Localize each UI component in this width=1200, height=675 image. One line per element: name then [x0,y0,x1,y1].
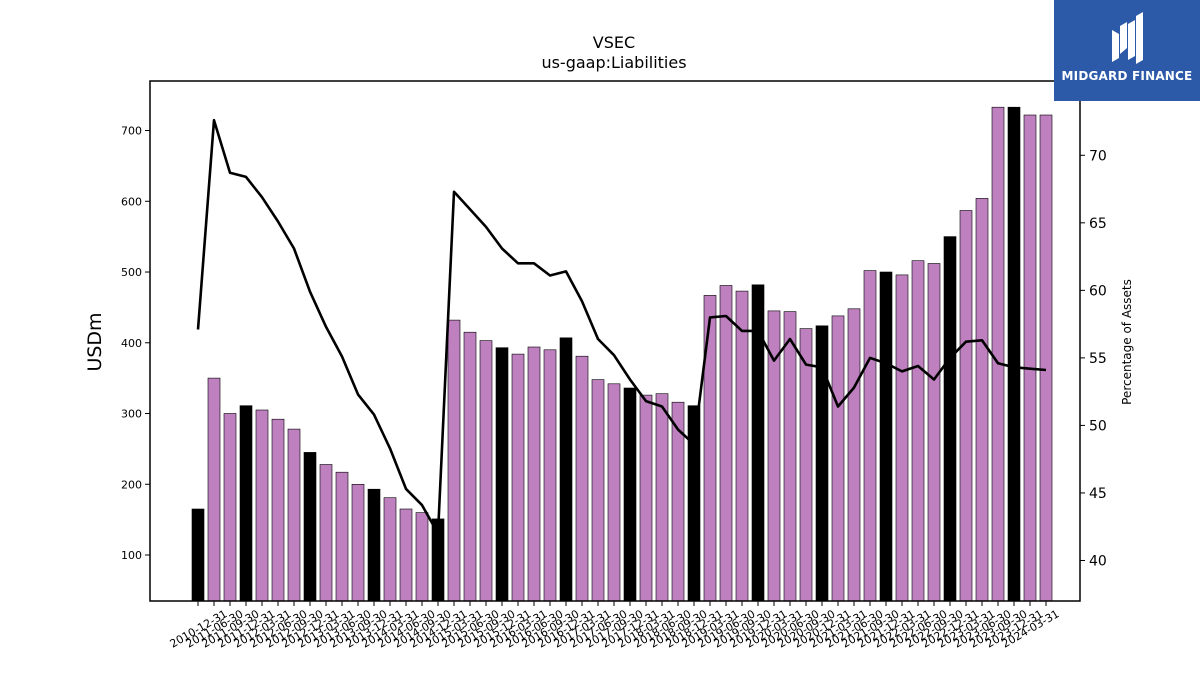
bar [783,311,797,602]
y2-axis-label: Percentage of Assets [1120,279,1134,405]
bar [735,290,749,602]
line-layer [196,118,1047,535]
bar [863,270,877,602]
bar [879,271,893,602]
bar [607,383,621,602]
bar [303,452,317,602]
bar [351,483,365,602]
bar [959,210,973,602]
y-tick-label: 200 [121,478,142,491]
bar [511,353,525,602]
bar [831,315,845,602]
y2-tick-label: 50 [1089,418,1107,434]
chart-subtitle: us-gaap:Liabilities [541,53,686,72]
bar [191,508,205,602]
brand-name: MIDGARD FINANCE [1061,69,1193,83]
bar [287,428,301,602]
chart-title: VSEC [593,33,635,52]
bar [527,346,541,602]
y2-tick-label: 60 [1089,283,1107,299]
y-tick-label: 100 [121,549,142,562]
y2-tick-label: 45 [1089,486,1107,502]
y2-tick-label: 70 [1089,148,1107,164]
bar [463,331,477,602]
bar [239,405,253,602]
bar [399,508,413,602]
bar [1039,114,1053,602]
bar [207,377,221,602]
bar [479,340,493,602]
y2-tick-label: 65 [1089,216,1107,232]
bar [271,418,285,602]
y2-tick-label: 40 [1089,553,1107,569]
bar [543,349,557,602]
y-tick-label: 300 [121,408,142,421]
bar [495,347,509,602]
bar [447,319,461,602]
plot-frame [149,80,1081,602]
bar [383,497,397,602]
bar [623,387,637,602]
bar [591,379,605,602]
bar [319,464,333,602]
y-tick-label: 400 [121,337,142,350]
bar [847,308,861,602]
bar [927,263,941,602]
bar [223,413,237,602]
brand-logo: MIDGARD FINANCE [1054,0,1200,101]
bar [943,236,957,602]
bar [367,488,381,602]
bar [799,328,813,602]
bar [1007,106,1021,602]
y-axis-label: USDm [84,312,106,371]
bar [895,274,909,602]
bar [719,285,733,602]
y-tick-label: 700 [121,125,142,138]
bar [1023,114,1037,602]
bar [335,471,349,602]
bar [655,393,669,602]
bars [191,106,1053,602]
y2-tick-label: 55 [1089,351,1107,367]
bar [991,106,1005,602]
bar [975,198,989,602]
y-tick-label: 500 [121,266,142,279]
bar [255,409,269,602]
bar [911,260,925,602]
bar [415,512,429,602]
y-tick-label: 600 [121,195,142,208]
percentage-line [196,118,1047,535]
bar [639,394,653,602]
midgard-logo-icon [1112,12,1143,64]
bar [575,355,589,602]
bar [559,337,573,602]
axes: 100200300400500600700404550556065702010-… [121,125,1107,651]
